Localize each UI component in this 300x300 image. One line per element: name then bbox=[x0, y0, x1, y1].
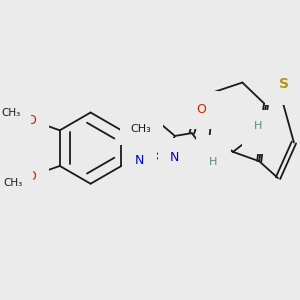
Text: O: O bbox=[27, 170, 37, 183]
Text: CH₃: CH₃ bbox=[131, 124, 152, 134]
Text: S: S bbox=[279, 77, 289, 92]
Text: O: O bbox=[196, 103, 206, 116]
Text: CH₃: CH₃ bbox=[3, 178, 22, 188]
Text: CH₃: CH₃ bbox=[1, 109, 20, 118]
Text: H: H bbox=[254, 121, 262, 130]
Text: N: N bbox=[209, 147, 218, 160]
Text: H: H bbox=[209, 157, 217, 167]
Text: N: N bbox=[170, 151, 180, 164]
Text: O: O bbox=[255, 128, 264, 142]
Text: N: N bbox=[135, 154, 144, 167]
Text: O: O bbox=[27, 113, 37, 127]
